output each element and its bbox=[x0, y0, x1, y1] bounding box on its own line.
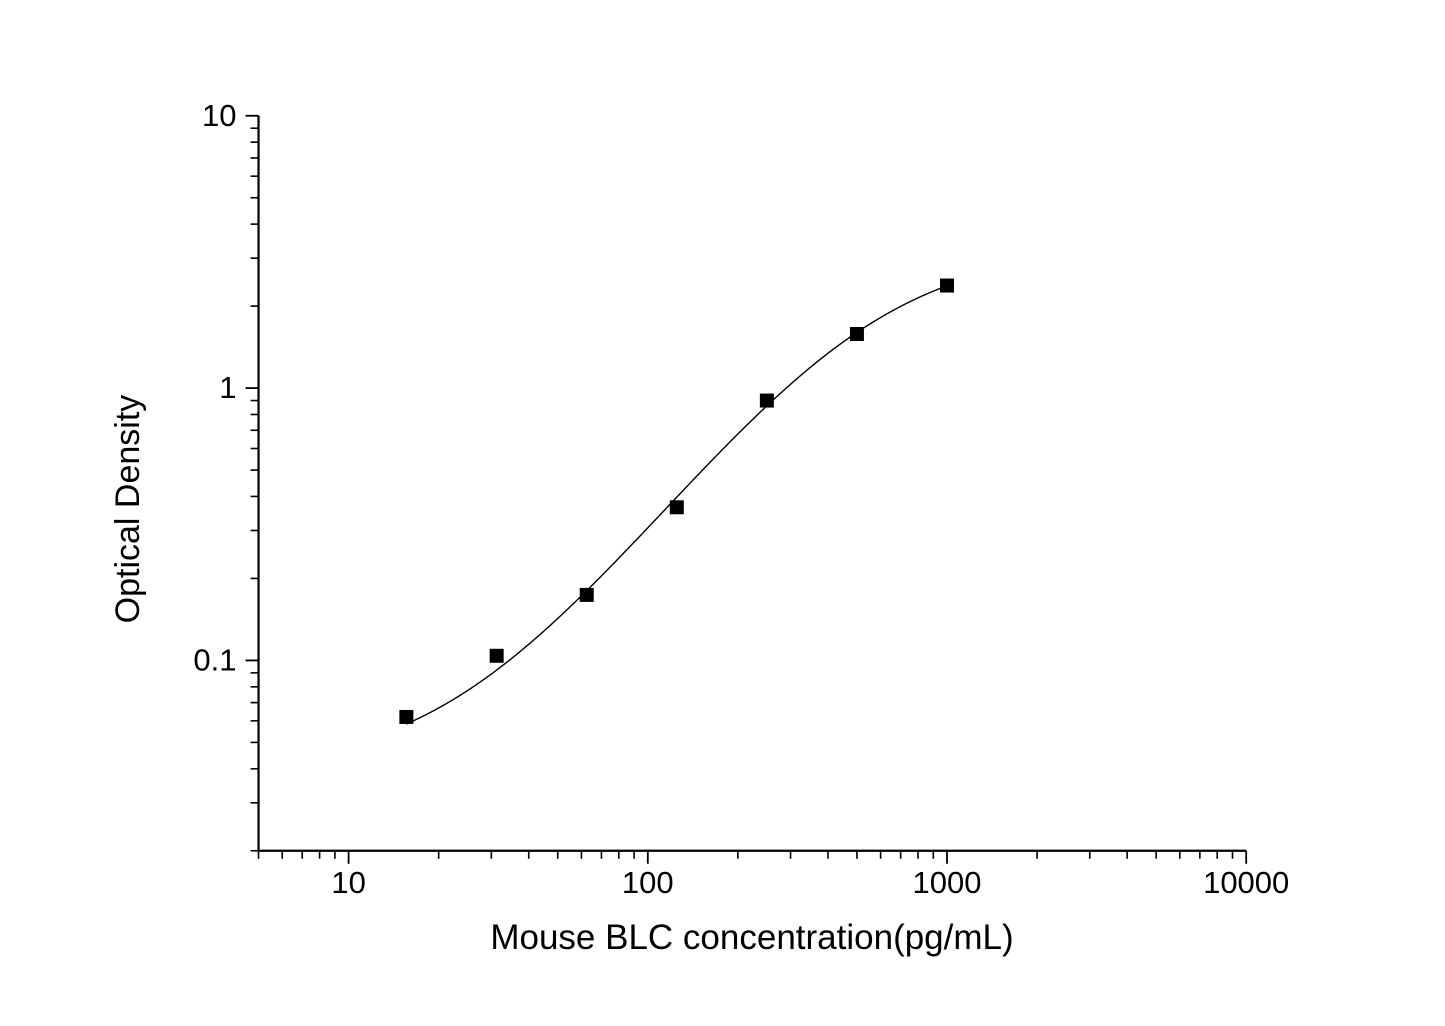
svg-text:10000: 10000 bbox=[1203, 865, 1289, 900]
svg-text:1: 1 bbox=[219, 370, 236, 405]
svg-text:10: 10 bbox=[331, 865, 365, 900]
svg-text:100: 100 bbox=[622, 865, 674, 900]
svg-text:0.1: 0.1 bbox=[193, 642, 236, 677]
svg-text:10: 10 bbox=[202, 98, 236, 133]
svg-text:1000: 1000 bbox=[913, 865, 982, 900]
